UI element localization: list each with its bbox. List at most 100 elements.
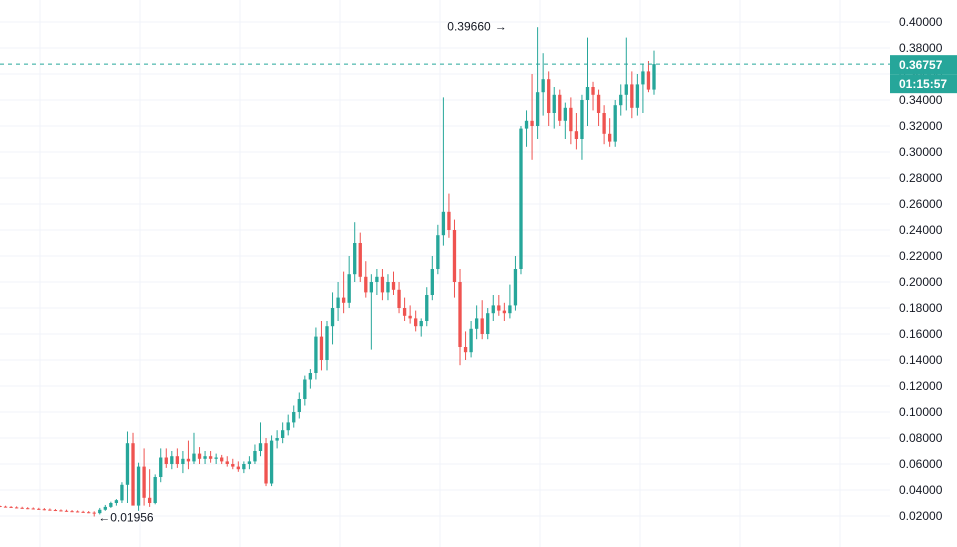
candle: [269, 435, 274, 487]
y-tick-label: 0.34000: [899, 93, 943, 107]
candle-body: [364, 276, 368, 293]
candle: [430, 256, 434, 301]
candle-body: [147, 497, 152, 503]
candle-body: [142, 466, 146, 498]
candle: [31, 507, 35, 510]
candle: [502, 302, 507, 321]
candle-body: [369, 282, 374, 293]
candle: [441, 97, 446, 246]
candle-body: [20, 507, 24, 509]
y-tick-label: 0.42000: [899, 0, 943, 3]
y-tick-label: 0.12000: [899, 379, 943, 393]
candle: [92, 511, 96, 517]
candle: [87, 511, 91, 514]
candle-body: [92, 512, 96, 514]
candle-body: [170, 456, 174, 464]
candle-body: [330, 308, 335, 327]
candle-body: [452, 230, 457, 282]
candle-body: [336, 297, 340, 308]
y-tick-label: 0.32000: [899, 119, 943, 133]
candle-body: [59, 510, 63, 512]
candle: [142, 448, 146, 506]
candle: [364, 261, 368, 298]
y-tick-label: 0.18000: [899, 301, 943, 315]
candle-body: [402, 308, 407, 316]
candle: [20, 506, 24, 509]
y-tick-label: 0.24000: [899, 223, 943, 237]
candle: [358, 232, 362, 282]
candle-body: [103, 506, 107, 510]
candle-body: [14, 507, 19, 509]
candle-body: [358, 243, 362, 277]
candle: [458, 269, 462, 366]
candle: [164, 448, 168, 468]
candle-body: [513, 269, 518, 306]
candle: [624, 37, 628, 111]
high-price-label: 0.39660: [447, 19, 491, 33]
candle: [303, 375, 307, 406]
y-tick-label: 0.30000: [899, 145, 943, 159]
candle-body: [341, 297, 346, 303]
candle-body: [541, 79, 545, 93]
y-tick-label: 0.40000: [899, 15, 943, 29]
price-axis[interactable]: 0.02000 0.04000 0.06000 0.08000 0.10000 0.120…: [899, 0, 943, 523]
candle-body: [463, 347, 468, 353]
candle-body: [486, 313, 490, 334]
candle-body: [197, 453, 202, 459]
candle: [208, 451, 213, 463]
candle: [114, 499, 119, 506]
candle-body: [547, 79, 551, 113]
candle: [64, 509, 69, 512]
candle-body: [397, 289, 401, 308]
candle-body: [386, 282, 390, 293]
candle: [585, 37, 590, 126]
candle: [591, 81, 595, 111]
candle-body: [26, 508, 30, 510]
candle: [397, 282, 401, 314]
candle: [580, 94, 584, 160]
candle: [9, 506, 13, 508]
candle: [652, 50, 656, 95]
candle: [613, 100, 617, 147]
candle-body: [131, 443, 135, 506]
candle: [48, 508, 52, 511]
candle-body: [430, 269, 434, 295]
candle: [325, 321, 329, 371]
candle: [203, 451, 207, 464]
candle: [347, 256, 351, 308]
candle: [109, 501, 113, 508]
candle-body: [585, 87, 590, 100]
candle: [330, 292, 335, 345]
candle-body: [447, 211, 451, 230]
candle-body: [114, 500, 119, 503]
candle-body: [203, 456, 207, 459]
candle: [607, 118, 612, 147]
candle-body: [491, 305, 495, 314]
candle-body: [109, 503, 113, 507]
candle-body: [325, 326, 329, 360]
candle: [70, 510, 74, 513]
candle: [524, 110, 529, 147]
candle-body: [186, 458, 191, 462]
candle: [220, 454, 224, 464]
candle: [574, 113, 579, 150]
candle-body: [231, 464, 235, 467]
y-tick-label: 0.14000: [899, 353, 943, 367]
candle: [497, 295, 501, 316]
candle: [53, 508, 58, 512]
candle: [402, 297, 407, 321]
candle: [513, 256, 518, 311]
candle: [353, 222, 357, 282]
candle-body: [552, 94, 556, 113]
candle-body: [75, 511, 80, 513]
candle: [175, 448, 180, 468]
candle-body: [596, 94, 601, 113]
candle: [81, 510, 85, 513]
candle-body: [242, 464, 246, 470]
candle-body: [48, 509, 52, 511]
candle: [630, 71, 634, 119]
candle: [0, 505, 2, 508]
candle: [596, 89, 601, 126]
